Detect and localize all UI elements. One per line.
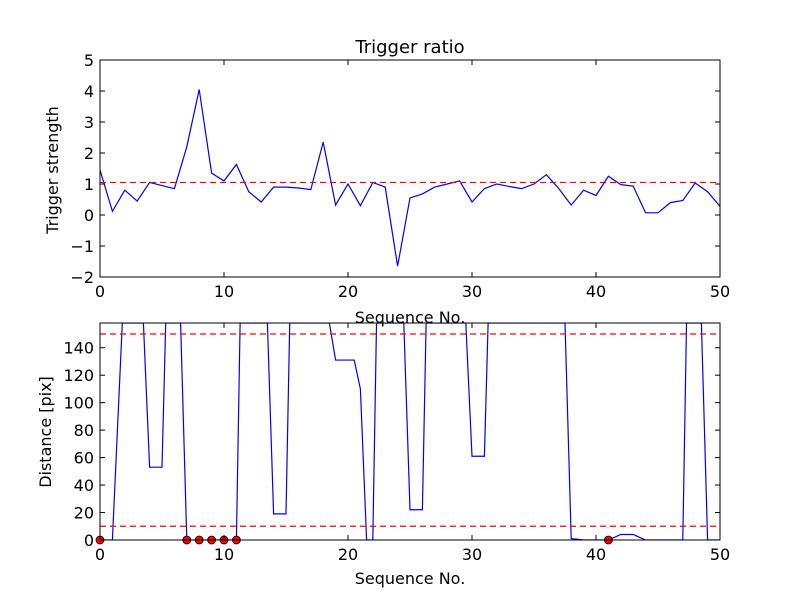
y-tick-label: 100	[63, 394, 94, 413]
tick-marks: 0 10 20 30 40 50 0 20 40 60 80 100 120 140	[63, 323, 730, 564]
x-tick-label: 20	[338, 282, 358, 301]
axes-frame	[99, 322, 721, 541]
y-tick-label: 0	[84, 206, 94, 225]
y-tick-label: 0	[84, 531, 94, 550]
y-tick-label: −2	[70, 268, 94, 287]
y-tick-label: 3	[84, 113, 94, 132]
y-tick-label: 20	[74, 504, 94, 523]
y-tick-label: 4	[84, 82, 94, 101]
x-axis-label: Sequence No.	[355, 569, 466, 588]
distance-chart: 0 10 20 30 40 50 0 20 40 60 80 100 120 140 Sequence N…	[36, 322, 730, 588]
y-tick-label: 1	[84, 175, 94, 194]
x-tick-label: 40	[586, 282, 606, 301]
series-group	[100, 323, 720, 540]
y-tick-label: 5	[84, 51, 94, 70]
trigger-ratio-chart: Trigger ratio 0 10 20 30 40 50 −2 −1 0 1 2 3 4 5 Sequ…	[43, 37, 730, 327]
axes-frame	[99, 59, 721, 278]
series-line	[100, 323, 720, 540]
x-tick-label: 30	[462, 282, 482, 301]
y-tick-label: 40	[74, 476, 94, 495]
x-tick-label: 30	[462, 545, 482, 564]
y-tick-label: 80	[74, 421, 94, 440]
plot-area	[95, 323, 720, 545]
x-tick-label: 10	[214, 545, 234, 564]
y-tick-label: 120	[63, 366, 94, 385]
chart-title: Trigger ratio	[354, 37, 464, 58]
x-tick-label: 50	[710, 545, 730, 564]
x-tick-label: 50	[710, 282, 730, 301]
series-line	[100, 89, 720, 267]
y-tick-label: 140	[63, 339, 94, 358]
plot-area	[100, 89, 720, 267]
x-tick-label: 20	[338, 545, 358, 564]
x-tick-label: 0	[95, 545, 105, 564]
tick-marks: 0 10 20 30 40 50 −2 −1 0 1 2 3 4 5	[70, 51, 730, 301]
x-axis-label: Sequence No.	[355, 308, 466, 327]
series-group	[100, 89, 720, 267]
x-tick-label: 40	[586, 545, 606, 564]
y-tick-label: −1	[70, 237, 94, 256]
y-tick-label: 2	[84, 144, 94, 163]
y-axis-label: Distance [pix]	[36, 376, 55, 488]
x-tick-label: 0	[95, 282, 105, 301]
y-tick-label: 60	[74, 449, 94, 468]
x-tick-label: 10	[214, 282, 234, 301]
y-axis-label: Trigger strength	[43, 106, 62, 235]
